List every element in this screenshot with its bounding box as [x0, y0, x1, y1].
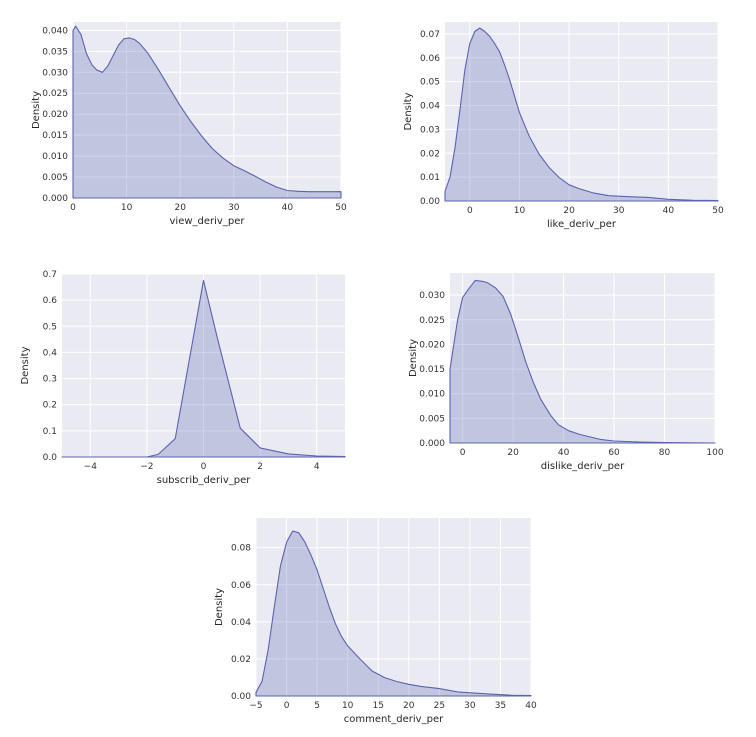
x-tick-label: 20 — [403, 701, 415, 711]
y-tick-label: 0.005 — [419, 414, 445, 424]
y-tick-label: 0.1 — [43, 427, 57, 437]
y-tick-label: 0.05 — [420, 78, 440, 88]
y-tick-label: 0.04 — [231, 618, 251, 628]
y-tick-label: 0.010 — [42, 152, 68, 162]
y-tick-label: 0.035 — [42, 47, 68, 57]
x-axis-label: comment_deriv_per — [344, 714, 444, 725]
y-tick-label: 0.030 — [42, 68, 68, 78]
y-tick-label: 0.07 — [420, 30, 440, 40]
x-tick-label: 35 — [495, 701, 506, 711]
y-tick-label: 0.7 — [43, 270, 57, 280]
y-tick-label: 0.020 — [42, 110, 68, 120]
x-tick-label: −2 — [140, 462, 153, 472]
plot-background — [445, 22, 718, 201]
y-tick-label: 0.03 — [420, 125, 440, 135]
x-tick-label: 10 — [514, 206, 526, 216]
y-tick-label: 0.06 — [420, 54, 440, 64]
y-tick-label: 0.2 — [43, 401, 57, 411]
density-curve-area — [61, 279, 346, 458]
plot-background — [450, 273, 715, 443]
x-tick-label: 20 — [174, 203, 186, 213]
y-tick-label: 0.025 — [42, 89, 68, 99]
x-tick-label: 25 — [434, 701, 445, 711]
y-tick-label: 0.0 — [43, 453, 58, 463]
x-tick-label: 4 — [314, 462, 320, 472]
x-axis-label: subscrib_deriv_per — [157, 475, 252, 486]
y-tick-label: 0.015 — [42, 131, 68, 141]
y-tick-label: 0.00 — [231, 692, 251, 702]
x-tick-label: 40 — [558, 448, 570, 458]
y-tick-label: 0.00 — [420, 197, 440, 207]
density-curve-area — [444, 27, 719, 202]
y-tick-label: 0.000 — [419, 439, 445, 449]
y-tick-label: 0.040 — [42, 26, 68, 36]
y-tick-label: 0.005 — [42, 173, 68, 183]
panel-subscrib-deriv-per: −4 −2 0 2 4 0.0 0.1 0.2 0.3 0.4 0.5 0.6 0.7 subscrib_… — [20, 270, 346, 486]
x-tick-label: 2 — [257, 462, 263, 472]
x-tick-label: 30 — [613, 206, 625, 216]
y-axis-label: Density — [31, 91, 42, 129]
y-tick-label: 0.06 — [231, 581, 251, 591]
y-tick-label: 0.04 — [420, 102, 440, 112]
y-tick-label: 0.3 — [43, 375, 57, 385]
density-curve-area — [449, 279, 716, 444]
x-axis-label: view_deriv_per — [170, 216, 246, 227]
x-tick-label: −4 — [84, 462, 98, 472]
x-axis-label: dislike_deriv_per — [541, 461, 625, 472]
x-tick-label: 0 — [467, 206, 473, 216]
y-tick-label: 0.5 — [43, 322, 57, 332]
x-tick-label: 20 — [563, 206, 575, 216]
x-tick-label: 40 — [525, 701, 537, 711]
x-tick-label: 0 — [460, 448, 466, 458]
x-tick-label: 10 — [342, 701, 354, 711]
panel-view-deriv-per: 0 10 20 30 40 50 0.000 0.005 0.010 0.015 0.020 0.02… — [31, 22, 347, 227]
y-tick-label: 0.02 — [231, 655, 251, 665]
y-tick-label: 0.010 — [419, 390, 445, 400]
y-tick-label: 0.4 — [43, 348, 58, 358]
y-tick-label: 0.000 — [42, 194, 68, 204]
density-curve-area — [255, 530, 532, 697]
x-tick-label: 5 — [314, 701, 320, 711]
x-tick-label: 40 — [282, 203, 294, 213]
density-curve-area — [72, 25, 342, 199]
y-tick-label: 0.020 — [419, 340, 445, 350]
y-axis-label: Density — [403, 92, 414, 130]
x-tick-label: 50 — [335, 203, 347, 213]
x-axis-label: like_deriv_per — [547, 219, 617, 230]
y-tick-label: 0.08 — [231, 544, 251, 554]
x-tick-label: 30 — [464, 701, 476, 711]
y-tick-label: 0.025 — [419, 316, 445, 326]
y-axis-label: Density — [214, 588, 225, 626]
x-tick-label: 0 — [70, 203, 76, 213]
x-tick-label: 30 — [228, 203, 240, 213]
panel-dislike-deriv-per: 0 20 40 60 80 100 0.000 0.005 0.010 0.015 0.020 0.0… — [408, 273, 724, 472]
x-tick-label: 10 — [121, 203, 133, 213]
x-tick-label: −5 — [249, 701, 262, 711]
x-tick-label: 50 — [712, 206, 724, 216]
x-tick-label: 40 — [663, 206, 675, 216]
x-tick-label: 20 — [507, 448, 519, 458]
y-tick-label: 0.01 — [420, 173, 440, 183]
y-tick-label: 0.02 — [420, 149, 440, 159]
x-tick-label: 80 — [659, 448, 671, 458]
y-axis-label: Density — [408, 339, 419, 377]
x-tick-label: 0 — [284, 701, 290, 711]
x-tick-label: 15 — [372, 701, 383, 711]
x-tick-label: 0 — [201, 462, 207, 472]
y-tick-label: 0.6 — [43, 296, 58, 306]
x-tick-label: 100 — [706, 448, 723, 458]
panel-like-deriv-per: 0 10 20 30 40 50 0.00 0.01 0.02 0.03 0.04 0.05 0.06 0… — [403, 22, 724, 230]
y-axis-label: Density — [20, 346, 31, 384]
x-tick-label: 60 — [608, 448, 620, 458]
panel-comment-deriv-per: −5 0 5 10 15 20 25 30 35 40 0.00 0.02 0.04 0.06 0.08 co… — [214, 518, 537, 725]
y-tick-label: 0.030 — [419, 291, 445, 301]
y-tick-label: 0.015 — [419, 365, 445, 375]
